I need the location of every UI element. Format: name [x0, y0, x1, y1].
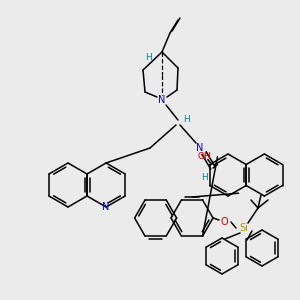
Text: OH: OH: [198, 152, 212, 161]
Text: H: H: [145, 52, 152, 62]
Text: N: N: [158, 95, 166, 105]
Text: Si: Si: [240, 223, 248, 233]
Text: O: O: [220, 217, 228, 227]
Text: H: H: [183, 116, 189, 124]
Text: N: N: [196, 143, 204, 153]
Text: H: H: [202, 173, 208, 182]
Text: N: N: [102, 202, 110, 212]
